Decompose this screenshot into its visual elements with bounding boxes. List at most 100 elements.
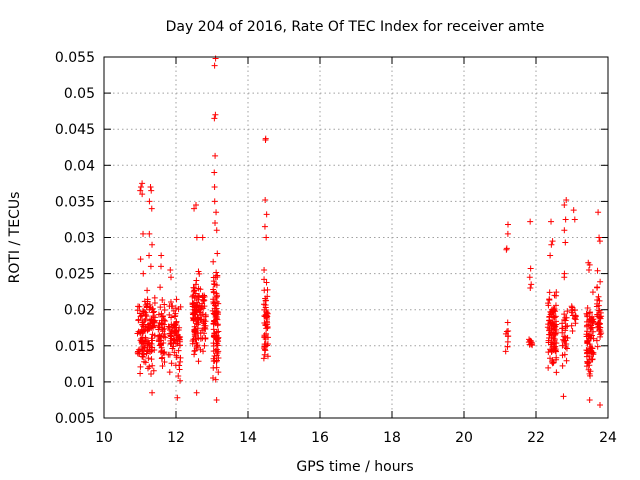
data-point — [141, 358, 148, 365]
data-point — [147, 263, 154, 270]
data-point — [139, 353, 146, 360]
data-point — [546, 296, 553, 303]
data-point — [155, 333, 162, 340]
data-point — [559, 342, 566, 349]
x-tick-label: 24 — [599, 430, 617, 446]
data-point — [189, 314, 196, 321]
data-point — [571, 315, 578, 322]
data-point — [560, 393, 567, 400]
data-point — [157, 337, 164, 344]
data-point — [199, 234, 206, 241]
data-point — [173, 340, 180, 347]
data-point — [148, 187, 155, 194]
data-point — [140, 230, 147, 237]
data-point — [213, 305, 220, 312]
data-point — [148, 340, 155, 347]
data-point — [553, 356, 560, 363]
data-point — [597, 278, 604, 285]
data-point — [583, 318, 590, 325]
data-point — [527, 265, 534, 272]
data-point — [552, 313, 559, 320]
data-point — [143, 313, 150, 320]
data-point — [586, 370, 593, 377]
data-point — [139, 348, 146, 355]
data-point — [166, 311, 173, 318]
data-point — [155, 311, 162, 318]
data-point — [213, 282, 220, 289]
y-tick-label: 0.025 — [55, 267, 95, 283]
data-point — [564, 335, 571, 342]
data-point — [210, 258, 217, 265]
data-point — [137, 187, 144, 194]
data-point — [157, 349, 164, 356]
data-point — [563, 341, 570, 348]
data-point — [586, 261, 593, 268]
data-point — [145, 355, 152, 362]
data-point — [139, 180, 146, 187]
data-points — [134, 55, 605, 409]
data-point — [594, 284, 601, 291]
y-tick-label: 0.005 — [55, 411, 95, 427]
data-point — [526, 341, 533, 348]
data-point — [210, 296, 217, 303]
data-point — [160, 333, 167, 340]
data-point — [598, 330, 605, 337]
data-point — [173, 319, 180, 326]
x-tick-label: 16 — [311, 430, 329, 446]
data-point — [261, 287, 268, 294]
data-point — [147, 183, 154, 190]
data-point — [151, 294, 158, 301]
data-point — [585, 359, 592, 366]
data-point — [201, 324, 208, 331]
data-point — [146, 301, 153, 308]
data-point — [134, 307, 141, 314]
data-point — [135, 350, 142, 357]
data-point — [148, 335, 155, 342]
data-point — [177, 377, 184, 384]
data-point — [192, 202, 199, 209]
data-point — [263, 234, 270, 241]
data-point — [201, 293, 208, 300]
data-point — [210, 358, 217, 365]
y-tick-label: 0.015 — [55, 339, 95, 355]
data-point — [549, 238, 556, 245]
data-point — [191, 285, 198, 292]
data-point — [502, 348, 509, 355]
data-point — [562, 344, 569, 351]
data-point — [553, 329, 560, 336]
data-point — [527, 218, 534, 225]
data-point — [138, 338, 145, 345]
data-point — [597, 331, 604, 338]
data-point — [548, 335, 555, 342]
data-point — [561, 274, 568, 281]
data-point — [176, 324, 183, 331]
data-point — [140, 270, 147, 277]
data-point — [167, 266, 174, 273]
data-point — [590, 318, 597, 325]
data-point — [546, 289, 553, 296]
data-point — [588, 324, 595, 331]
data-point — [149, 362, 156, 369]
data-point — [212, 152, 219, 159]
data-point — [213, 227, 220, 234]
data-point — [262, 196, 269, 203]
data-point — [547, 252, 554, 259]
data-point — [210, 342, 217, 349]
data-point — [548, 241, 555, 248]
data-point — [595, 302, 602, 309]
y-tick-label: 0.01 — [64, 375, 95, 391]
data-point — [559, 362, 566, 369]
x-tick-label: 12 — [167, 430, 185, 446]
data-point — [158, 310, 165, 317]
data-point — [547, 308, 554, 315]
x-tick-label: 18 — [383, 430, 401, 446]
data-point — [527, 338, 534, 345]
data-point — [212, 220, 219, 227]
data-point — [502, 330, 509, 337]
data-point — [175, 347, 182, 354]
data-point — [504, 343, 511, 350]
data-point — [263, 330, 270, 337]
data-point — [150, 367, 157, 374]
data-point — [569, 327, 576, 334]
data-point — [561, 333, 568, 340]
